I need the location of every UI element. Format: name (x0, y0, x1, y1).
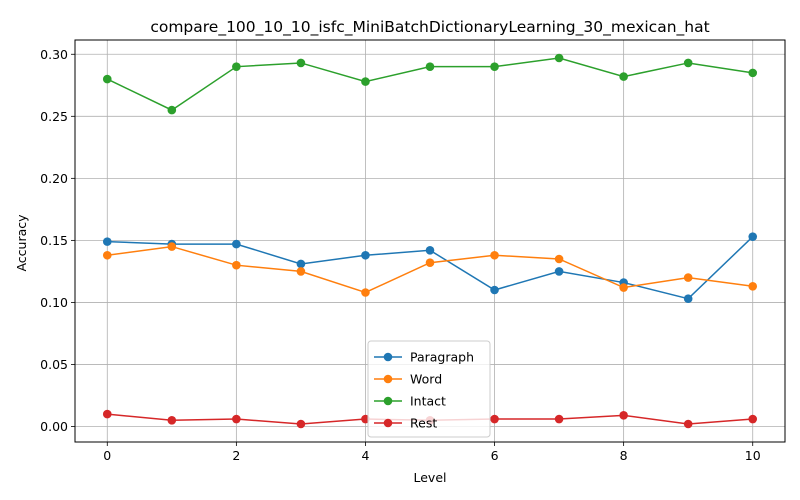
legend-item: Word (374, 372, 442, 387)
data-point (167, 242, 177, 251)
data-point (619, 283, 628, 292)
y-tick-label: 0.25 (40, 109, 68, 124)
grid (75, 40, 785, 442)
data-point (490, 62, 499, 71)
legend: Paragraph Word Intact Rest (367, 340, 491, 438)
data-point (296, 259, 306, 269)
data-point (748, 232, 758, 241)
data-point (232, 239, 241, 249)
data-point (425, 258, 435, 268)
x-tick-label: 0 (103, 448, 111, 463)
y-tick-label: 0.10 (40, 295, 68, 310)
x-tick-label: 6 (491, 448, 499, 463)
y-tick-label: 0.05 (40, 357, 68, 372)
data-point (425, 246, 435, 255)
data-point (167, 105, 177, 115)
chart-title: compare_100_10_10_isfc_MiniBatchDictiona… (150, 18, 709, 37)
plot-area-frame (74, 39, 786, 443)
x-tick-label: 10 (745, 448, 761, 463)
data-point (619, 72, 628, 81)
data-point (361, 250, 370, 260)
y-axis: 0.00 0.05 0.10 0.15 0.20 0.25 0.30 (40, 47, 75, 434)
legend-marker (383, 352, 393, 362)
data-point (232, 62, 241, 71)
data-point (490, 250, 499, 260)
series-word (102, 242, 758, 297)
data-point (554, 254, 564, 264)
data-point (232, 414, 241, 424)
x-axis: 0 2 4 6 8 10 (103, 442, 761, 463)
series-intact (102, 53, 758, 115)
legend-marker (383, 396, 393, 406)
data-point (748, 281, 758, 291)
y-tick-label: 0.15 (40, 233, 68, 248)
data-point (683, 58, 693, 68)
y-tick-label: 0.20 (40, 171, 68, 186)
data-point (296, 419, 306, 429)
legend-box (367, 340, 491, 438)
data-point (748, 68, 758, 78)
data-point (554, 53, 564, 63)
y-tick-label: 0.00 (40, 419, 68, 434)
data-point (102, 250, 112, 260)
x-tick-label: 8 (620, 448, 628, 463)
data-point (296, 267, 306, 276)
x-axis-label: Level (414, 470, 447, 485)
data-point (102, 237, 112, 246)
legend-label: Intact (410, 394, 446, 409)
data-point (296, 58, 306, 68)
data-point (361, 77, 370, 86)
data-point (102, 409, 112, 419)
y-axis-label: Accuracy (14, 214, 29, 272)
legend-item: Paragraph (374, 350, 474, 365)
data-point (683, 419, 693, 429)
legend-label: Paragraph (410, 350, 474, 365)
data-point (361, 288, 370, 297)
data-point (232, 260, 241, 270)
y-tick-label: 0.30 (40, 47, 68, 62)
data-point (619, 411, 628, 420)
legend-marker (383, 418, 393, 428)
legend-label: Rest (410, 416, 437, 431)
data-point (490, 414, 499, 424)
data-point (554, 414, 564, 424)
data-point (102, 74, 112, 84)
legend-label: Word (410, 372, 442, 387)
legend-item: Intact (374, 394, 446, 409)
data-point (683, 273, 693, 282)
data-point (554, 267, 564, 276)
data-point (167, 415, 177, 425)
data-point (490, 285, 499, 295)
x-tick-label: 4 (361, 448, 369, 463)
data-point (683, 294, 693, 303)
legend-marker (383, 374, 393, 384)
data-point (748, 414, 758, 424)
data-point (425, 62, 435, 71)
legend-item: Rest (374, 416, 437, 431)
x-tick-label: 2 (232, 448, 240, 463)
series-paragraph (102, 232, 758, 303)
